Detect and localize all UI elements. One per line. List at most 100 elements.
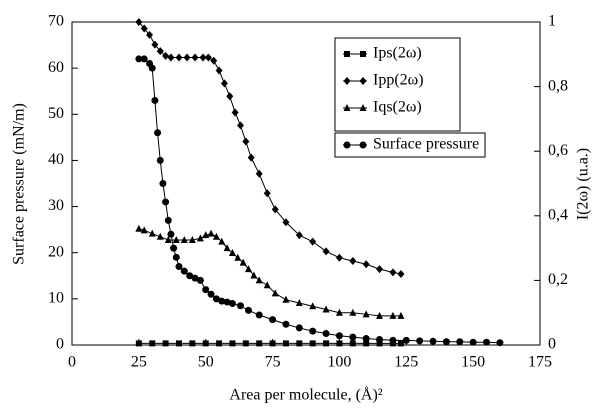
marker [172,253,180,261]
marker [322,247,330,256]
marker [397,340,404,347]
marker [135,55,143,63]
marker [191,53,199,62]
marker [156,156,164,164]
marker [256,340,263,347]
legend-marker [359,141,367,149]
x-tick-label: 25 [131,354,147,371]
y-tick-label: 40 [48,151,64,168]
legend-marker [360,51,366,57]
marker [282,340,289,347]
y-tick-label: 20 [48,243,64,260]
marker [362,260,370,269]
marker [162,340,169,347]
marker [255,311,263,319]
marker [349,333,357,341]
marker [164,236,172,244]
x-tick-label: 175 [528,354,552,371]
marker [376,335,384,343]
marker [376,311,384,319]
marker [282,295,290,303]
marker [164,216,172,224]
marker [140,55,148,63]
marker [191,274,199,282]
marker [175,263,183,271]
marker [215,66,223,75]
marker [245,306,253,314]
marker [483,338,491,346]
marker [242,340,249,347]
marker [183,53,191,62]
marker [362,310,370,318]
marker [323,340,330,347]
marker [162,198,170,206]
marker [148,64,156,72]
marker [146,30,154,39]
marker [202,286,210,294]
marker [295,299,303,307]
marker [228,299,236,307]
marker [226,92,234,101]
legend-label: Ipp(2ω) [373,72,424,89]
marker [247,153,255,162]
marker [429,337,437,345]
y2-tick-label: 0,8 [548,77,568,94]
marker [239,258,247,266]
marker [156,232,164,240]
y2-tick-label: 0,4 [548,206,568,223]
x-tick-label: 100 [327,354,351,371]
legend-marker [343,141,351,149]
marker [250,271,258,279]
marker [223,244,231,252]
marker [362,335,370,343]
marker [335,253,343,262]
marker [199,53,207,62]
marker [255,276,263,284]
y2-tick-label: 0 [548,336,556,353]
marker [309,237,317,246]
y-axis-label: Surface pressure (mN/m) [11,103,28,265]
legend-marker [359,77,367,85]
y2-tick-label: 0,6 [548,142,568,159]
x-tick-label: 50 [198,354,214,371]
y2-tick-label: 1 [548,13,556,30]
marker [154,129,162,137]
marker [263,189,271,198]
marker [218,237,226,245]
marker [175,340,182,347]
marker [309,302,317,310]
marker [167,230,175,238]
marker [236,302,244,310]
marker [363,340,370,347]
marker [389,336,397,344]
marker [140,24,148,33]
marker [295,231,303,240]
marker [309,340,316,347]
legend-marker [359,104,367,111]
marker [207,229,215,237]
marker [335,308,343,316]
marker [180,236,188,244]
legend-label: Iqs(2ω) [373,99,422,116]
marker [149,340,156,347]
marker [349,340,356,347]
marker [202,340,209,347]
marker [296,340,303,347]
marker [389,311,397,319]
marker [322,329,330,337]
marker [229,340,236,347]
marker [271,205,279,214]
marker [159,180,167,187]
legend-marker [343,77,351,85]
y-tick-label: 0 [56,336,64,353]
marker [140,226,148,234]
marker [335,332,343,340]
marker [269,316,277,324]
marker [162,51,170,60]
marker [397,269,405,278]
marker [295,324,303,332]
marker [416,337,424,345]
marker [135,340,142,347]
